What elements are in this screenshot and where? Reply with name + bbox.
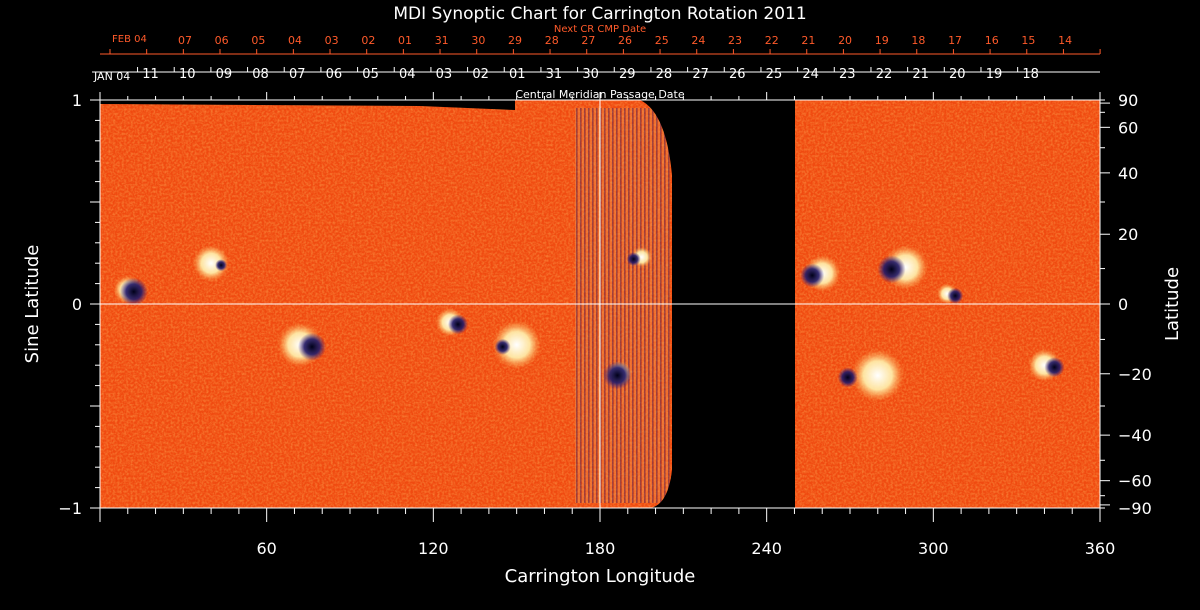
cmp-date-label: 20 — [949, 67, 966, 82]
next-cmp-axis-label: Next CR CMP Date — [554, 24, 646, 35]
next-cmp-date-label: 27 — [581, 34, 595, 47]
x-tick-label: 240 — [751, 539, 782, 558]
next-cmp-date-label: 02 — [361, 34, 375, 47]
y-axis-label-right: Latitude — [1162, 267, 1183, 341]
missing-top-strip — [100, 100, 515, 110]
y-axis-label-left: Sine Latitude — [22, 245, 43, 364]
limb-stripes — [575, 108, 670, 503]
cmp-date-label: 08 — [252, 67, 269, 82]
next-cmp-date-label: 01 — [398, 34, 412, 47]
positive-polarity-region — [193, 245, 230, 282]
next-cmp-date-label: 20 — [838, 34, 852, 47]
next-cmp-date-label: 06 — [215, 34, 229, 47]
cmp-date-label: 11 — [142, 67, 159, 82]
next-cmp-date-label: 23 — [728, 34, 742, 47]
next-cmp-date-label: 05 — [251, 34, 265, 47]
next-cmp-date-label: 16 — [985, 34, 999, 47]
next-cmp-date-label: 30 — [471, 34, 485, 47]
next-cmp-date-label: 22 — [765, 34, 779, 47]
x-axis-label: Carrington Longitude — [505, 566, 696, 587]
negative-polarity-region — [448, 314, 468, 335]
x-tick-label: 180 — [585, 539, 616, 558]
cmp-date-label: 05 — [362, 67, 379, 82]
negative-polarity-region — [947, 287, 964, 304]
negative-polarity-region — [626, 252, 641, 267]
cmp-date-axis: 11 10 09 08 07 06 05 04 03 02 01 31 30 29 28 27 26 25 24 23… — [92, 67, 1100, 82]
x-tick-label: 120 — [418, 539, 449, 558]
y-tick-label-right: 40 — [1118, 164, 1138, 183]
next-cmp-date-label: 28 — [545, 34, 559, 47]
cmp-date-label: 30 — [582, 67, 599, 82]
cmp-date-label: 18 — [1022, 67, 1039, 82]
y-tick-label-left: 1 — [72, 91, 82, 110]
cmp-date-label: 04 — [399, 67, 416, 82]
next-cmp-date-label: 14 — [1058, 34, 1072, 47]
cmp-date-label: 19 — [986, 67, 1003, 82]
negative-polarity-region — [1044, 357, 1065, 378]
cmp-date-label: 02 — [472, 67, 489, 82]
next-cmp-date-label: 21 — [801, 34, 815, 47]
next-month-label: FEB 04 — [112, 34, 147, 45]
next-cmp-date-label: 31 — [435, 34, 449, 47]
negative-polarity-region — [603, 361, 632, 390]
x-tick-label: 60 — [256, 539, 276, 558]
negative-polarity-region — [494, 338, 511, 355]
cmp-date-label: 03 — [436, 67, 453, 82]
next-cmp-date-label: 15 — [1021, 34, 1035, 47]
cmp-date-label: 24 — [802, 67, 819, 82]
cmp-date-label: 26 — [729, 67, 746, 82]
magnetic-regions — [113, 245, 1065, 402]
cmp-date-label: 25 — [766, 67, 783, 82]
cmp-date-label: 31 — [546, 67, 563, 82]
cmp-date-label: 22 — [876, 67, 893, 82]
next-cmp-date-label: 18 — [911, 34, 925, 47]
next-cmp-date-label: 03 — [325, 34, 339, 47]
negative-polarity-region — [298, 332, 326, 361]
cmp-date-label: 07 — [289, 67, 306, 82]
next-cmp-date-label: 07 — [178, 34, 192, 47]
y-tick-label-left: −1 — [58, 499, 82, 518]
y-tick-label-right: 90 — [1118, 91, 1138, 110]
cmp-date-label: 10 — [179, 67, 196, 82]
x-tick-label: 360 — [1085, 539, 1116, 558]
negative-polarity-region — [837, 367, 858, 388]
chart-title: MDI Synoptic Chart for Carrington Rotati… — [393, 4, 806, 24]
cmp-date-label: 27 — [692, 67, 709, 82]
negative-polarity-region — [119, 277, 148, 306]
next-cmp-date-label: 17 — [948, 34, 962, 47]
y-tick-label-right: 60 — [1118, 118, 1138, 137]
cmp-date-label: 01 — [509, 67, 526, 82]
negative-polarity-region — [215, 259, 228, 272]
cmp-date-label: 28 — [656, 67, 673, 82]
next-cmp-date-label: 29 — [508, 34, 522, 47]
cmp-date-label: 06 — [326, 67, 343, 82]
y-tick-label-right: −40 — [1118, 426, 1152, 445]
cmp-date-label: 23 — [839, 67, 856, 82]
y-tick-label-right: 0 — [1118, 295, 1128, 314]
negative-polarity-region — [877, 255, 906, 284]
next-cmp-date-axis: 07 06 05 04 03 02 01 31 30 29 28 27 26 25 24 23 22 21 20 19… — [100, 34, 1101, 55]
next-cmp-date-label: 19 — [875, 34, 889, 47]
positive-polarity-region — [492, 320, 541, 369]
negative-polarity-region — [800, 263, 825, 288]
y-tick-label-right: 20 — [1118, 225, 1138, 244]
y-tick-label-right: −90 — [1118, 499, 1152, 518]
x-tick-label: 300 — [918, 539, 949, 558]
cmp-date-label: 21 — [912, 67, 929, 82]
positive-polarity-region — [851, 349, 904, 402]
y-tick-label-right: −20 — [1118, 365, 1152, 384]
cmp-month-label: JAN 04 — [93, 70, 130, 83]
axes: 60 120 180 240 300 360 1 0 −1 90 60 40 20 0 −20 −40 −60 −… — [58, 91, 1151, 558]
cmp-date-label: 09 — [216, 67, 233, 82]
next-cmp-date-label: 25 — [655, 34, 669, 47]
cmp-date-label: 29 — [619, 67, 636, 82]
next-cmp-date-label: 04 — [288, 34, 302, 47]
next-cmp-date-label: 26 — [618, 34, 632, 47]
next-cmp-date-label: 24 — [691, 34, 705, 47]
y-tick-label-left: 0 — [72, 295, 82, 314]
y-tick-label-right: −60 — [1118, 472, 1152, 491]
